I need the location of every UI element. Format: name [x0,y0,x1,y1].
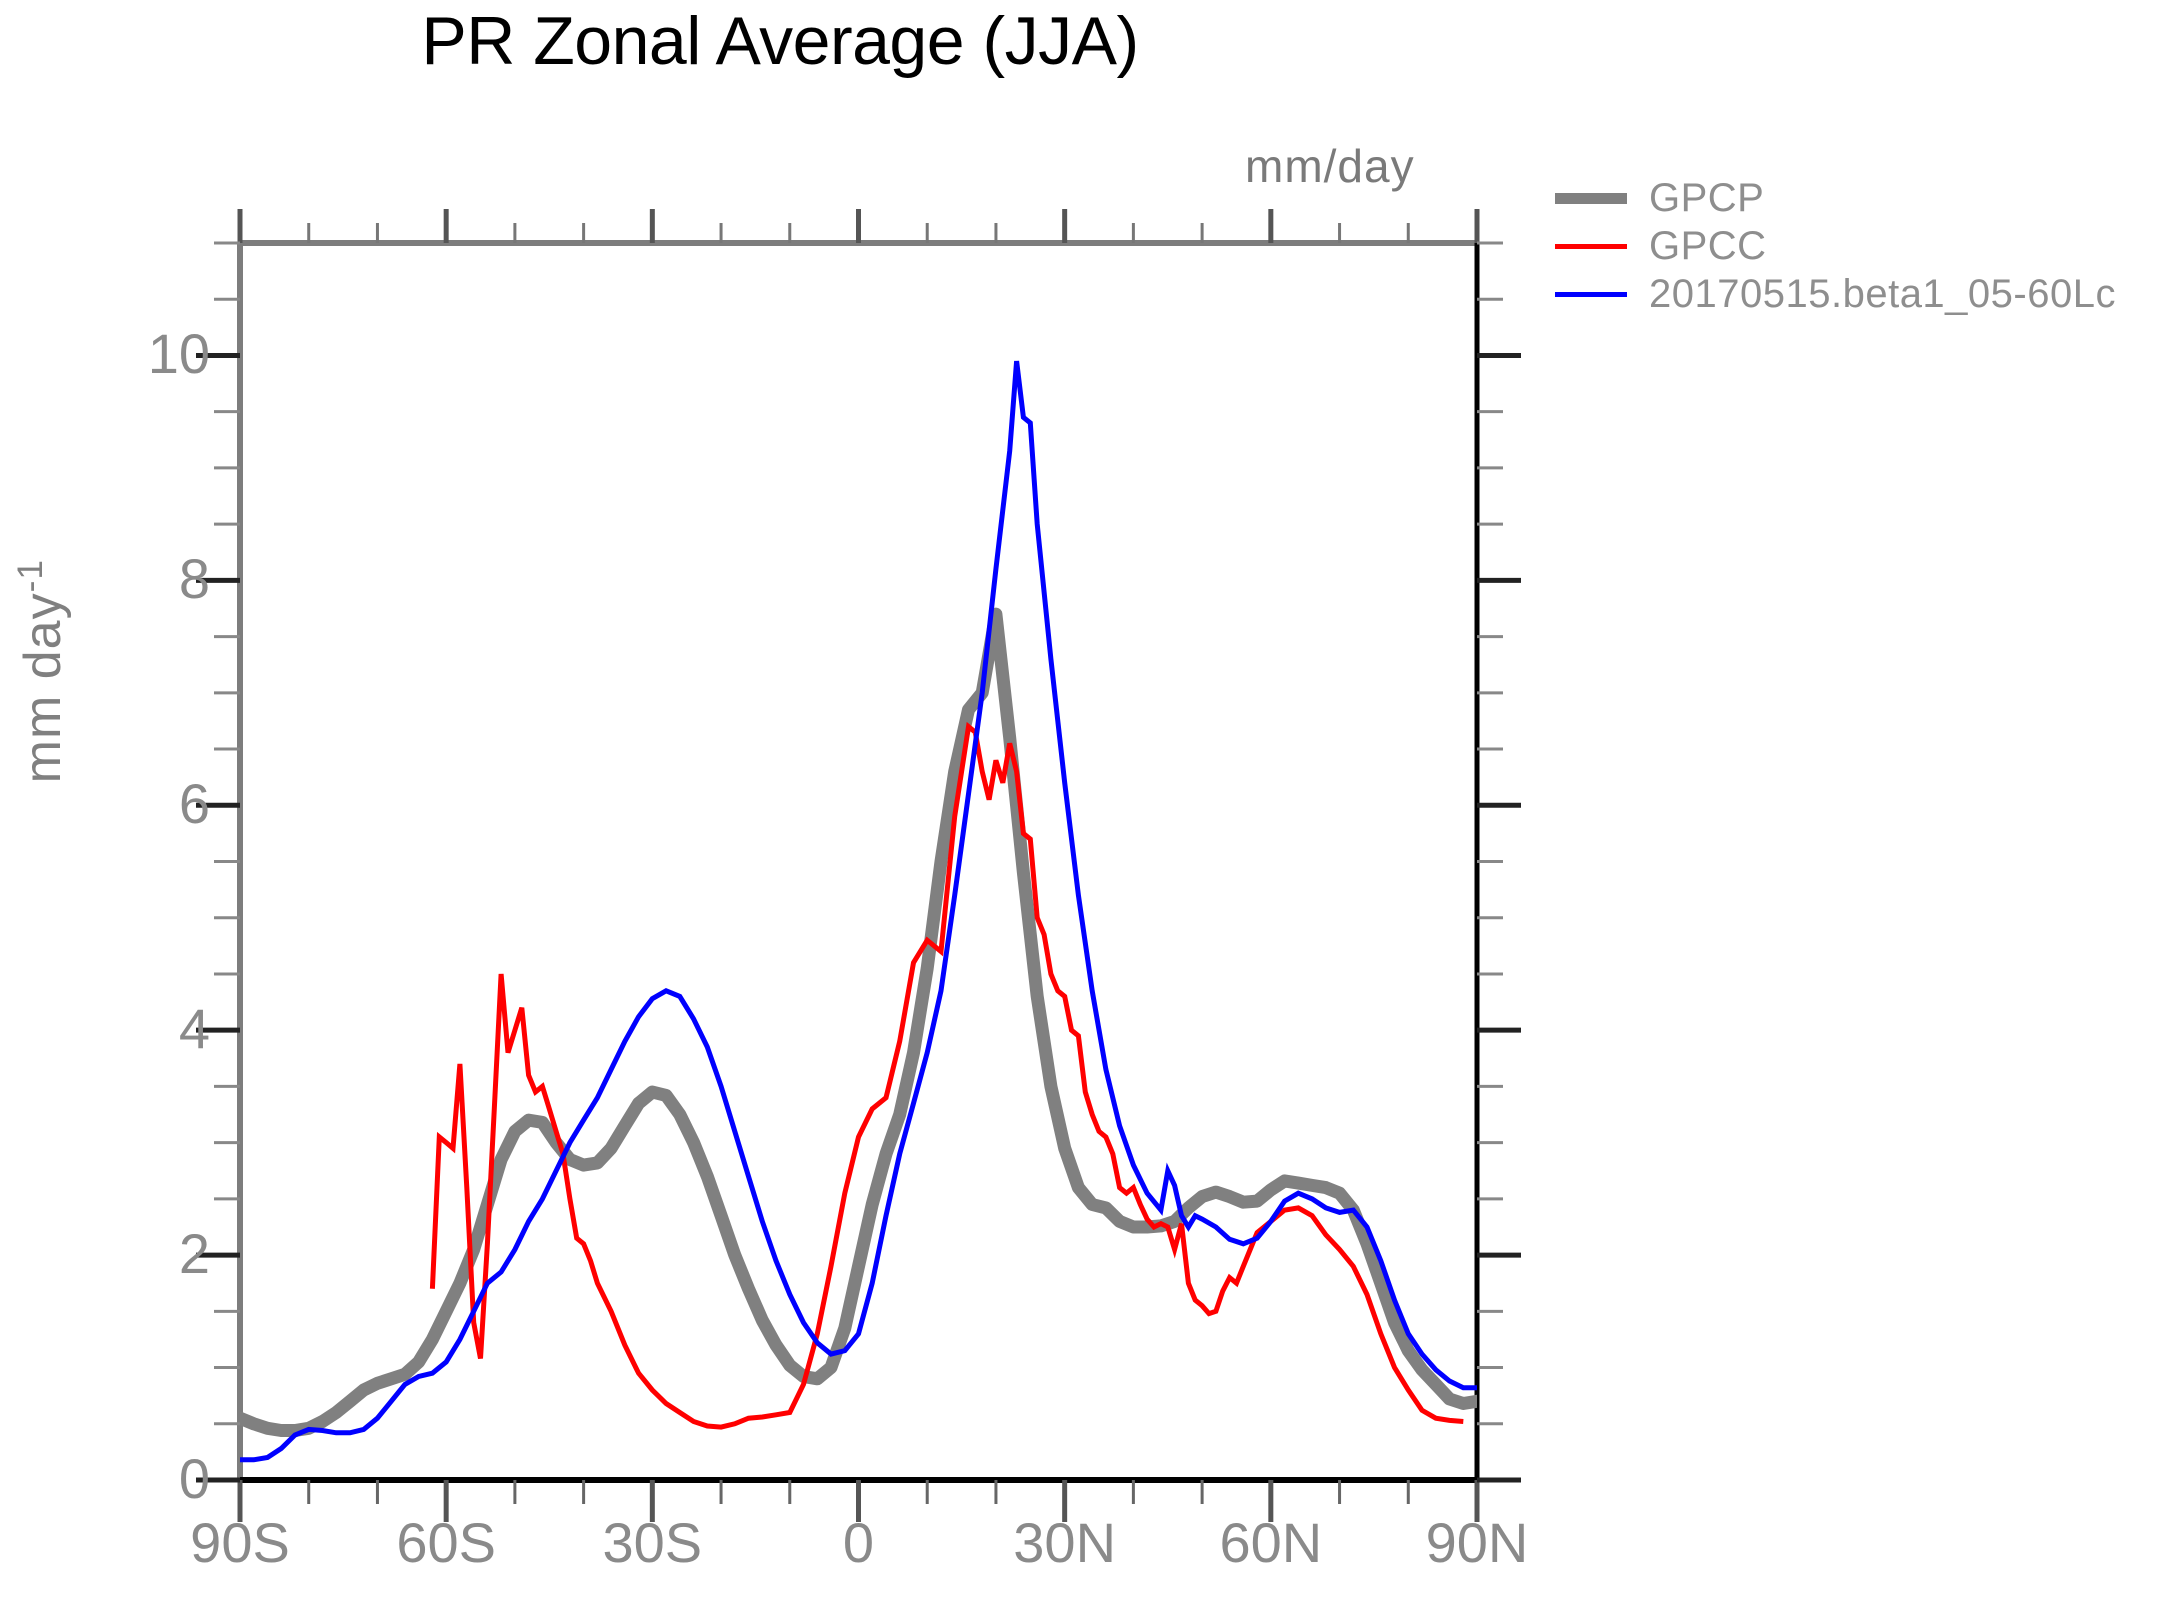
units-label: mm/day [1245,140,1415,192]
x-axis-tick-label: 90N [1425,1511,1529,1574]
x-axis-tick-label: 30N [1013,1511,1117,1574]
legend-label: GPCC [1649,224,1767,268]
y-axis-tick-label: 10 [147,322,210,386]
y-axis-tick-label: 0 [178,1447,210,1510]
y-axis-tick-label: 2 [178,1222,210,1286]
legend-color-swatch [1555,193,1627,204]
chart-legend: GPCP GPCC 20170515.beta1_05-60Lc [1555,176,2182,320]
x-axis-tick-label: 60S [396,1511,496,1574]
legend-label: GPCP [1649,176,1765,220]
legend-color-swatch [1555,292,1627,297]
legend-color-swatch [1555,244,1627,249]
legend-item[interactable]: GPCC [1555,224,2182,272]
y-axis-tick-label: 4 [178,997,210,1061]
series-group [240,360,1477,1463]
series-line-gpcc [429,721,1464,1430]
legend-label: 20170515.beta1_05-60Lc [1649,272,2116,316]
x-axis-tick-label: 60N [1219,1511,1323,1574]
x-axis-tick-label: 30S [602,1511,703,1574]
legend-item[interactable]: GPCP [1555,176,2182,224]
x-axis-tick-label: 0 [842,1511,875,1574]
y-axis-tick-label: 6 [178,772,210,836]
page-title: PR Zonal Average (JJA) [421,3,1139,79]
y-axis-tick-label: 8 [178,547,210,611]
x-axis-tick-label: 90S [190,1511,290,1574]
series-line-20170515-beta1-05-60lc [240,360,1477,1463]
legend-item[interactable]: 20170515.beta1_05-60Lc [1555,272,2182,320]
series-line-gpcp [240,607,1477,1437]
